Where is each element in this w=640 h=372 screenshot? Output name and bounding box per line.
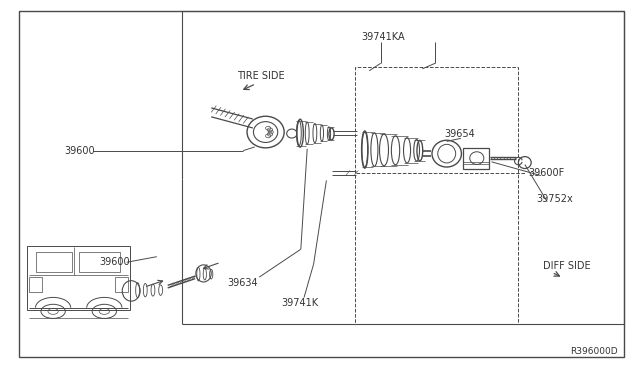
Text: 39600: 39600	[99, 257, 130, 267]
Text: DIFF SIDE: DIFF SIDE	[543, 261, 590, 271]
Text: R396000D: R396000D	[570, 347, 618, 356]
Bar	[115, 277, 128, 292]
Text: 39634: 39634	[227, 278, 258, 288]
Text: 39752x: 39752x	[536, 194, 573, 204]
Text: 39600F: 39600F	[528, 168, 564, 178]
Bar	[36, 252, 72, 272]
Bar	[79, 252, 120, 272]
Bar	[29, 277, 42, 292]
Bar	[355, 67, 518, 324]
Text: 39741KA: 39741KA	[362, 32, 405, 42]
Text: 39654: 39654	[445, 129, 476, 139]
Text: 39741K: 39741K	[282, 298, 319, 308]
Text: 39600: 39600	[64, 146, 95, 155]
Text: TIRE SIDE: TIRE SIDE	[237, 71, 284, 81]
